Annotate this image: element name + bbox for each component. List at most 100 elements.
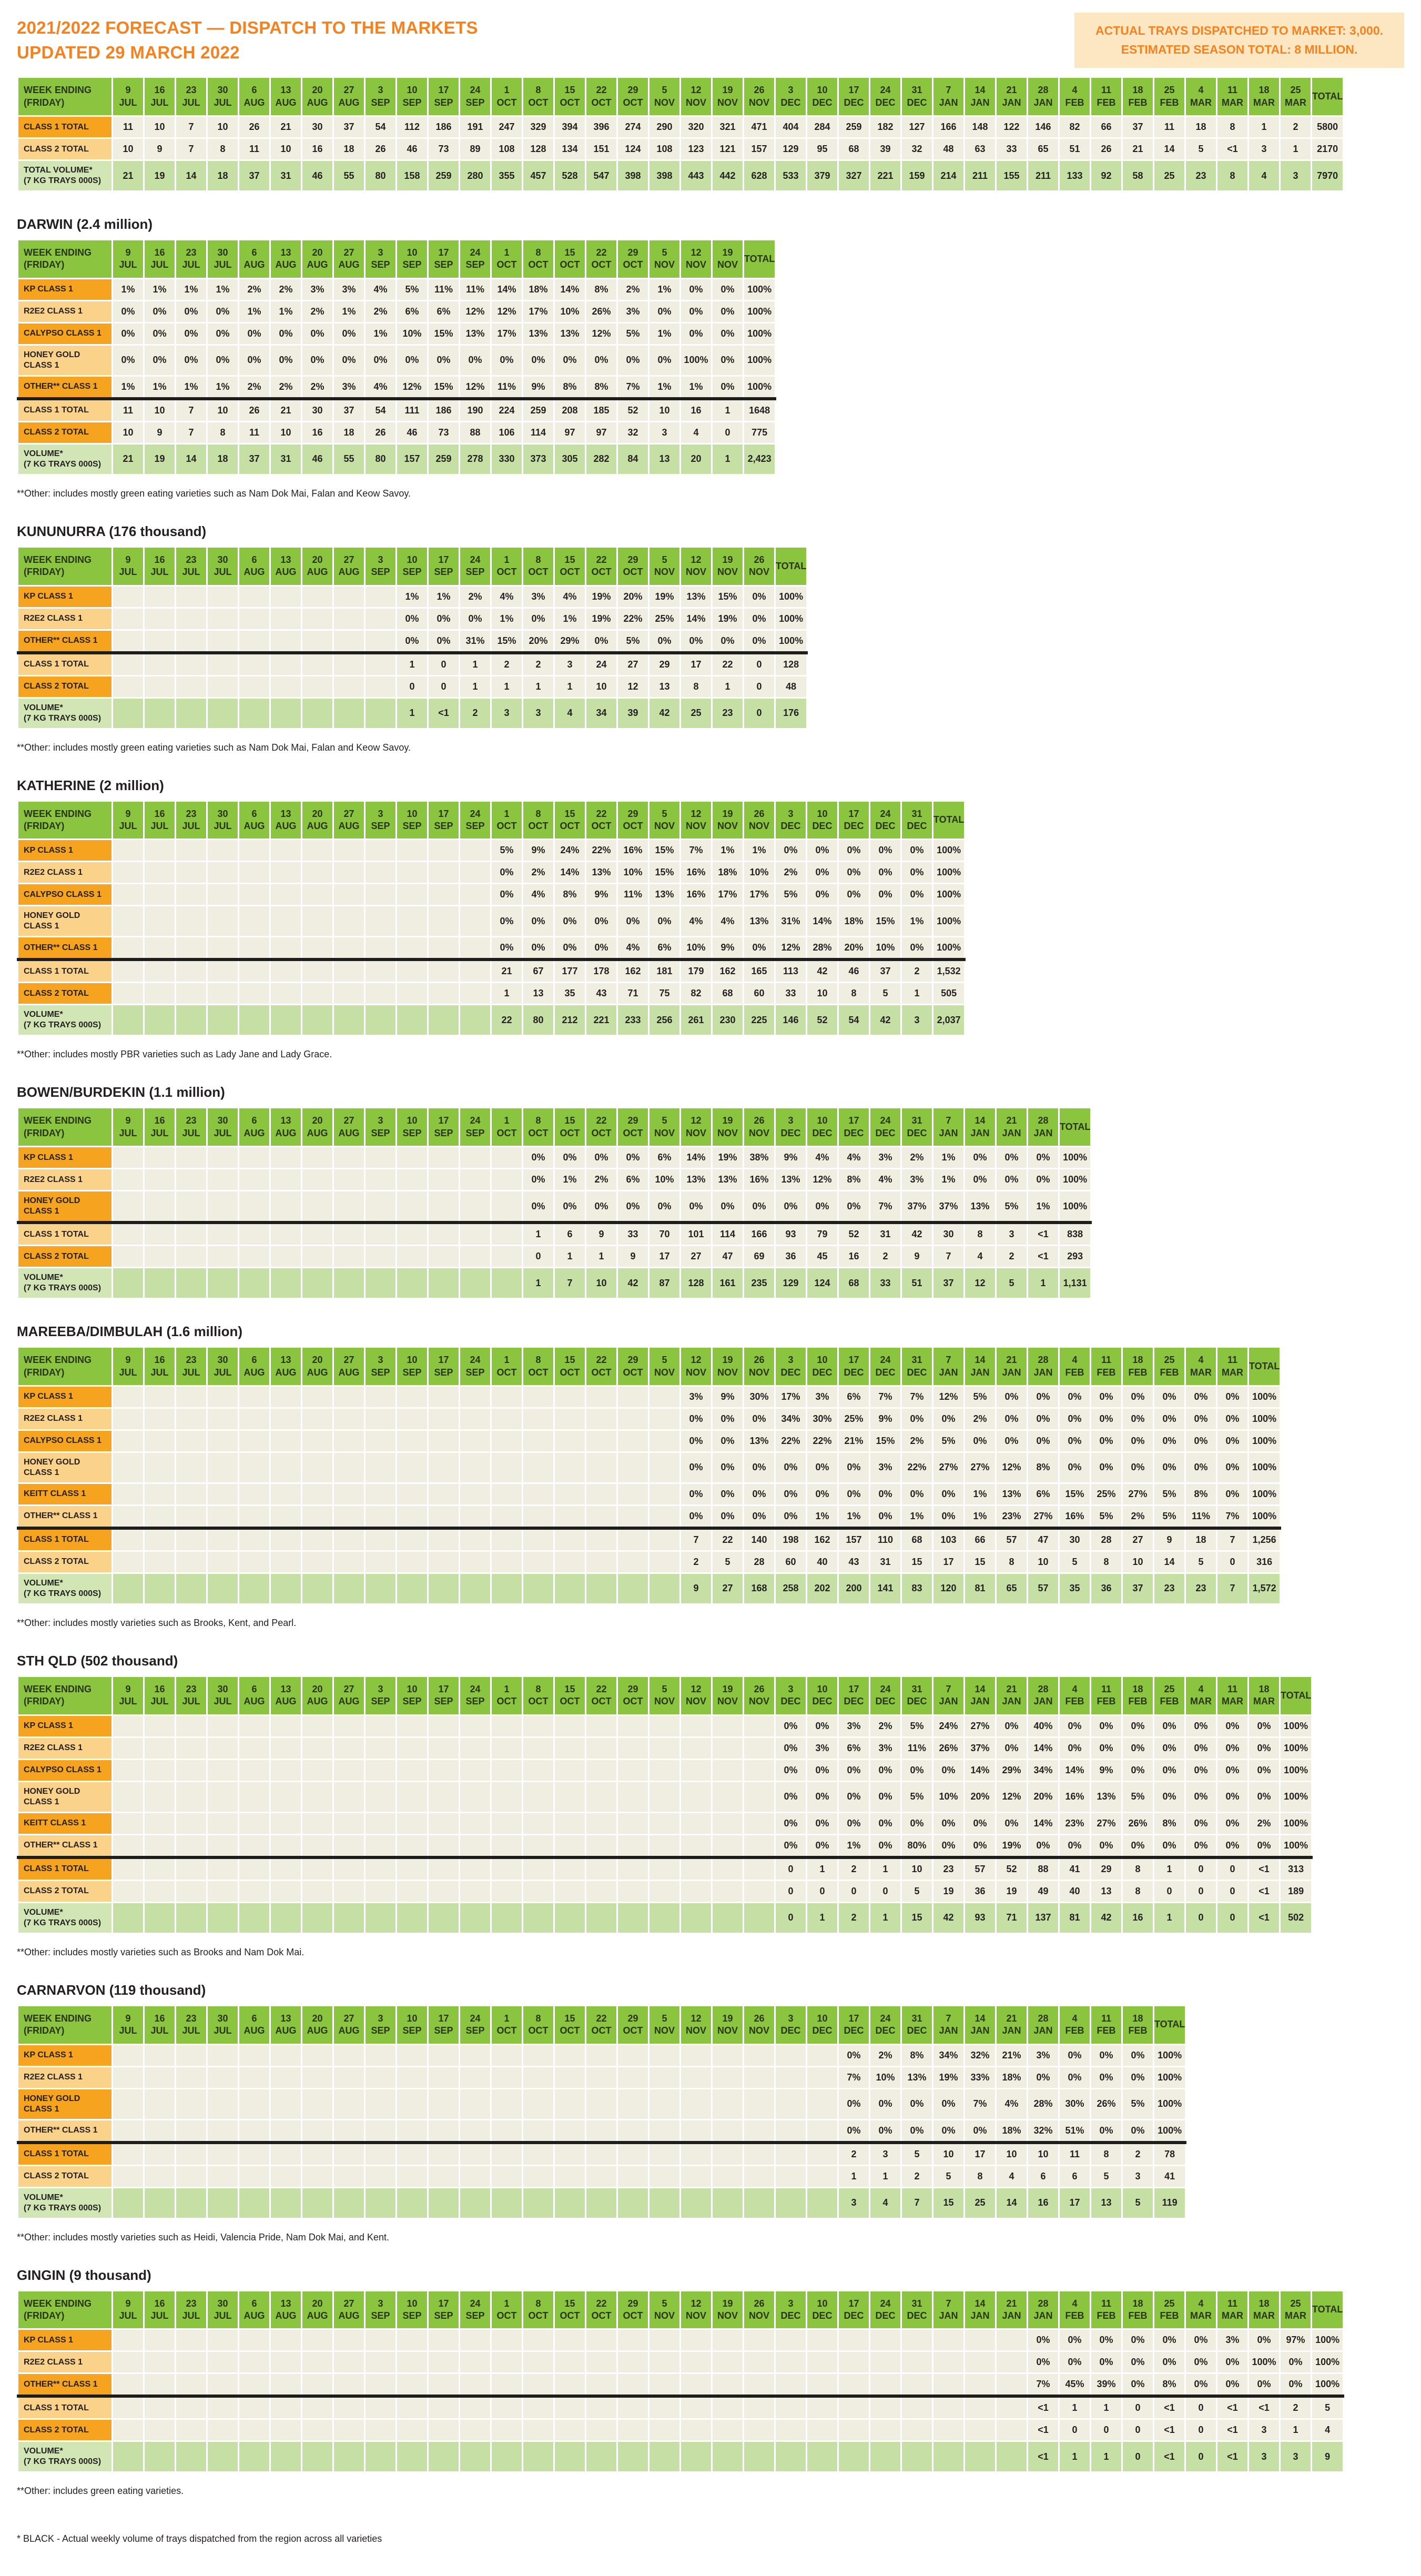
week-header-cell: 7 JAN	[932, 1107, 965, 1148]
week-ending-header: WEEK ENDING (FRIDAY)	[17, 1675, 113, 1716]
data-cell: 1	[1153, 1901, 1186, 1934]
data-cell	[427, 1267, 460, 1300]
data-cell: 93	[774, 1221, 807, 1247]
week-header-cell: 13 AUG	[269, 1346, 302, 1387]
data-cell	[679, 1901, 713, 1934]
data-cell: 0%	[585, 629, 618, 654]
data-cell	[585, 1407, 618, 1431]
data-cell	[206, 1714, 239, 1738]
data-cell	[238, 1572, 271, 1605]
week-header-cell: 3 DEC	[774, 1107, 807, 1148]
banner-line-1: ACTUAL TRAYS DISPATCHED TO MARKET: 3,000…	[1095, 24, 1383, 37]
data-cell: 6%	[837, 1385, 870, 1409]
row-label: VOLUME* (7 KG TRAYS 000S)	[17, 442, 113, 476]
data-cell	[364, 839, 397, 863]
data-cell: 0%	[1184, 1429, 1217, 1453]
data-cell: 0%	[774, 1714, 807, 1738]
data-cell: 1%	[553, 1168, 586, 1192]
data-cell: 8%	[837, 1168, 870, 1192]
data-cell	[553, 1527, 586, 1552]
data-cell: 0	[427, 651, 460, 676]
data-cell	[175, 2065, 208, 2089]
data-cell	[522, 1879, 555, 1903]
data-cell	[269, 1780, 302, 1813]
data-cell	[175, 1482, 208, 1506]
week-header-cell: 23 JUL	[175, 76, 208, 117]
data-cell	[963, 2418, 997, 2442]
data-cell: 0%	[869, 1780, 902, 1813]
data-cell: 11	[238, 420, 271, 445]
row-label: VOLUME* (7 KG TRAYS 000S)	[17, 2186, 113, 2219]
week-header-cell: 17 DEC	[837, 1346, 870, 1387]
week-header-cell: 22 OCT	[585, 545, 618, 587]
data-cell: 8	[206, 420, 239, 445]
data-cell	[900, 2395, 933, 2420]
data-cell: 18	[332, 137, 366, 161]
row-total-cell: 100%	[742, 375, 777, 400]
report-header: 2021/2022 FORECAST — DISPATCH TO THE MAR…	[17, 12, 1404, 68]
data-cell	[206, 982, 239, 1006]
data-cell: 20%	[616, 584, 649, 609]
data-cell	[238, 1221, 271, 1247]
data-cell: 14	[1153, 1550, 1186, 1574]
data-cell: 0%	[1121, 1736, 1154, 1760]
data-cell	[395, 1811, 429, 1835]
table-row: R2E2 CLASS 1 0% 2% 14% 13% 10% 15% 16% 18% 10% 2% 0…	[17, 861, 966, 885]
data-cell	[963, 2440, 997, 2473]
week-header-cell: 26 NOV	[743, 1675, 776, 1716]
data-cell: 37%	[900, 1190, 933, 1224]
data-cell: 100%	[679, 344, 713, 377]
data-cell: 4%	[995, 2087, 1028, 2120]
data-cell	[585, 2118, 618, 2144]
data-cell: 0%	[585, 1146, 618, 1170]
data-cell: 15%	[869, 1429, 902, 1453]
data-cell: 2	[900, 958, 933, 984]
data-cell	[206, 1004, 239, 1037]
data-cell: 0%	[679, 321, 713, 346]
data-cell: 10%	[679, 936, 713, 961]
data-cell: 17	[1058, 2186, 1091, 2219]
data-cell: 13%	[522, 321, 555, 346]
data-cell	[743, 1879, 776, 1903]
data-cell	[206, 1168, 239, 1192]
data-cell: 29%	[995, 1758, 1028, 1782]
data-cell	[553, 1504, 586, 1529]
data-cell: 0%	[1247, 1736, 1281, 1760]
data-cell: 4%	[364, 375, 397, 400]
week-header-cell: 15 OCT	[553, 239, 586, 279]
data-cell: 11	[238, 137, 271, 161]
total-header-cell: TOTAL	[931, 800, 966, 841]
data-cell	[269, 2043, 302, 2067]
data-cell: 48	[932, 137, 965, 161]
data-cell: 0%	[679, 1504, 713, 1529]
table-row: CLASS 1 TOTAL 1 6 9 33 70 101 114 166 93 79 52 31 42 3…	[17, 1221, 1092, 1247]
week-header-cell: 1 OCT	[490, 1346, 523, 1387]
data-cell: 49	[1027, 1879, 1060, 1903]
data-cell	[364, 1146, 397, 1170]
data-cell	[269, 651, 302, 676]
data-cell: 8	[995, 1550, 1028, 1574]
data-cell	[206, 2186, 239, 2219]
data-cell: 0%	[616, 1146, 649, 1170]
data-cell	[175, 1714, 208, 1738]
data-cell: 52	[616, 397, 649, 422]
data-cell	[427, 2065, 460, 2089]
data-cell	[679, 2418, 713, 2442]
table-row: R2E2 CLASS 1 0% 0% 0% 34% 30% 25% 9% 0% 0% 2% 0% 0% 0…	[17, 1407, 1282, 1431]
row-total-cell: 100%	[1058, 1146, 1092, 1170]
data-cell: 0	[1184, 2418, 1217, 2442]
data-cell: 24%	[553, 839, 586, 863]
mareeba-dimbulah-section: MAREEBA/DIMBULAH (1.6 million) WEEK ENDIN…	[17, 1324, 1404, 1629]
data-cell: 123	[679, 137, 713, 161]
data-cell: 0%	[1121, 1714, 1154, 1738]
data-cell	[269, 2418, 302, 2442]
data-cell: 151	[585, 137, 618, 161]
data-cell: 0%	[743, 629, 776, 654]
data-cell: 4	[869, 2186, 902, 2219]
data-cell: 0%	[206, 344, 239, 377]
data-cell	[932, 2372, 965, 2397]
data-cell	[269, 839, 302, 863]
data-cell	[743, 2395, 776, 2420]
data-cell	[238, 1168, 271, 1192]
data-cell	[427, 839, 460, 863]
